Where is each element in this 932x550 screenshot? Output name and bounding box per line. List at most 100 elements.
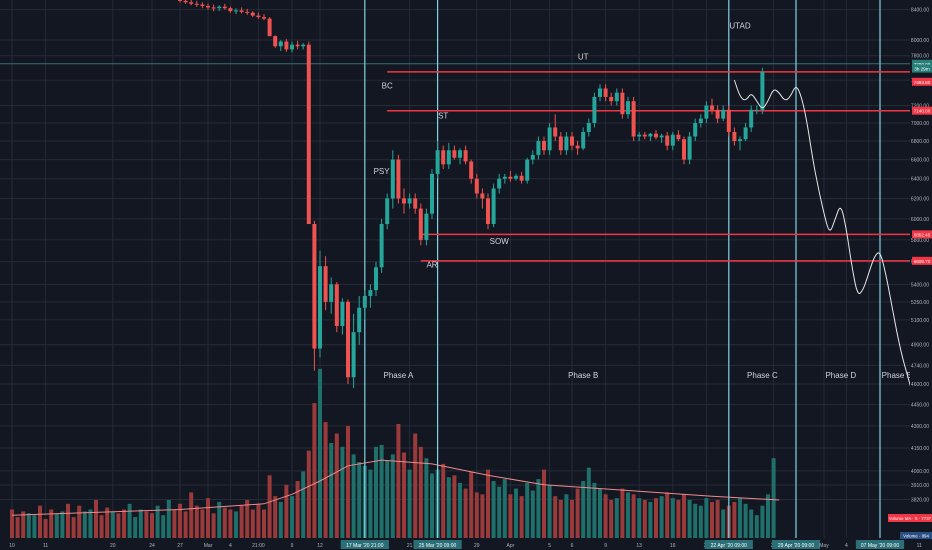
volume-bar <box>480 494 485 538</box>
candle-body <box>710 105 714 110</box>
volume-bar <box>609 500 614 538</box>
volume-bar <box>200 509 205 538</box>
candle-body <box>581 131 586 149</box>
phase-vertical-lines <box>364 0 881 538</box>
candle-body <box>760 71 765 110</box>
time-tick-label: 29 <box>474 543 480 549</box>
candle-body <box>620 92 625 115</box>
price-axis-bg <box>910 0 932 550</box>
price-tag-label: 3h 29m <box>914 67 929 72</box>
volume-bar <box>474 492 479 538</box>
candle-body <box>189 2 194 4</box>
volume-bar <box>620 488 625 538</box>
price-tick-label: 4300.00 <box>911 424 929 430</box>
candle-body <box>245 11 250 13</box>
candle-body <box>407 198 412 204</box>
candle-body <box>659 135 664 138</box>
time-tick-label: May <box>819 543 829 549</box>
price-tag <box>912 77 932 86</box>
volume-bar <box>267 475 272 538</box>
annotation-bc: BC <box>382 81 393 90</box>
grid <box>0 0 920 538</box>
volume-bar <box>648 501 653 538</box>
volume-bar <box>760 505 765 538</box>
price-tick-label: 5250.00 <box>911 300 929 306</box>
volume-bar <box>469 471 474 538</box>
candle-body <box>290 44 294 50</box>
candle-body <box>228 8 233 12</box>
volume-bar <box>514 488 518 538</box>
price-tag-label: 5852.45 <box>914 232 931 237</box>
volume-bar <box>217 501 222 538</box>
volume-bar <box>497 486 502 538</box>
candle-body <box>262 17 266 19</box>
volume-bar <box>329 443 334 538</box>
candle-body <box>424 213 429 240</box>
candle-body <box>396 159 401 199</box>
candle-body <box>178 0 182 1</box>
price-tag <box>912 106 932 115</box>
volume-bar <box>38 505 42 538</box>
volume-bar <box>558 500 563 538</box>
volume-bar <box>155 505 160 538</box>
time-tick-label: 22 Apr '20 09:00 <box>711 543 747 549</box>
volume-bar <box>374 446 378 538</box>
phase-label: Phase D <box>825 371 856 380</box>
annotation-ut: UT <box>578 53 589 62</box>
candle-body <box>676 134 681 140</box>
projection-curve <box>733 79 917 412</box>
volume-bar <box>441 463 446 538</box>
price-tick-label: 6200.00 <box>911 196 929 202</box>
candle-body <box>564 136 569 151</box>
time-axis[interactable]: 10 11 20 24 27 Mar 4 21:00 9 12 17 Mar '20 21:00 21… <box>0 540 932 550</box>
time-tick-label: 29 Apr '20 09:00 <box>778 543 814 549</box>
volume-bar <box>452 475 457 538</box>
price-tick-label: 3820.00 <box>911 498 929 504</box>
volume-bar <box>710 501 714 538</box>
candle-body <box>256 15 261 18</box>
price-tick-label: 8400.00 <box>911 8 929 14</box>
candle-body <box>480 193 485 199</box>
volume-bar <box>49 509 54 538</box>
candle-body <box>626 101 630 115</box>
candle-body <box>553 127 558 137</box>
candle-body <box>754 109 759 111</box>
volume-bar <box>323 422 328 538</box>
volume-bar <box>547 484 552 538</box>
volume-bar <box>183 511 188 538</box>
volume-bar <box>239 505 244 538</box>
candle-body <box>390 159 395 199</box>
volume-bar <box>144 511 149 538</box>
price-tag-label: 5608.70 <box>914 259 931 264</box>
volume-bar <box>105 507 110 538</box>
candle-body <box>346 301 350 378</box>
volume-bar <box>66 503 70 538</box>
candle-body <box>362 295 367 308</box>
candle-body <box>306 44 311 225</box>
volume-bar <box>379 444 384 538</box>
volume-bar <box>245 500 250 538</box>
volume-bar <box>189 492 194 538</box>
volume-bar <box>530 490 535 538</box>
volume-bar <box>60 511 65 538</box>
volume-bar <box>766 494 770 538</box>
candle-body <box>704 105 709 119</box>
volume-bar <box>351 454 356 538</box>
volume-bar <box>138 509 143 538</box>
time-tick-label: 6 <box>571 543 574 549</box>
candle-body <box>435 150 440 174</box>
volume-bar <box>306 450 311 538</box>
volume-bar <box>446 477 451 538</box>
candle-body <box>385 198 390 225</box>
candle-body <box>402 198 406 204</box>
price-axis[interactable]: 8400.008000.007800.007500.007200.007000.… <box>888 0 932 550</box>
price-tick-label: 3910.00 <box>911 483 929 489</box>
volume-bar <box>396 424 401 538</box>
annotation-st: ST <box>438 112 448 121</box>
volume-bar <box>687 500 692 538</box>
candle-body <box>682 139 686 160</box>
volume-bar <box>357 462 362 538</box>
volume-bar <box>502 479 507 538</box>
volume-bar <box>519 496 524 538</box>
